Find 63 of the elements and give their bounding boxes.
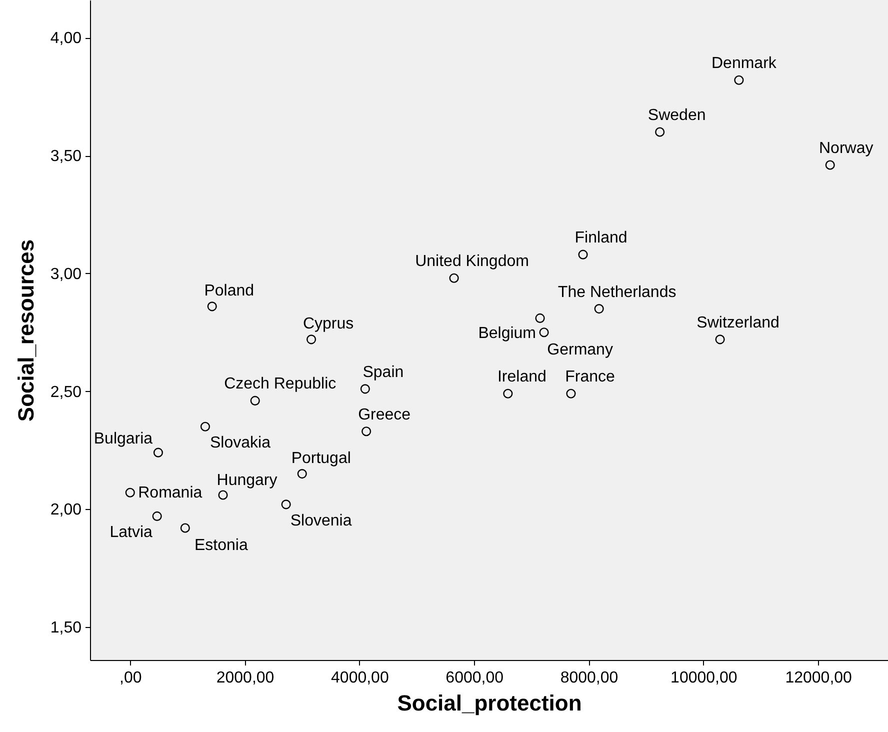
x-tick-label: 4000,00	[331, 670, 389, 686]
annotation: Czech Republic	[224, 376, 336, 393]
annotation: Denmark	[711, 55, 778, 72]
point	[362, 426, 372, 436]
point	[360, 384, 370, 394]
annotation: Germany	[547, 341, 613, 358]
x-axis-title: Social_protection	[397, 690, 582, 716]
point	[153, 448, 164, 458]
annotation: Belgium	[478, 325, 536, 342]
annotation: France	[565, 368, 615, 386]
annotation: Greece	[358, 406, 411, 424]
annotation: Hungary	[216, 472, 278, 489]
annotation: United Kingdom	[415, 253, 529, 270]
annotation: Portugal	[291, 450, 351, 467]
annotation: The Netherlands	[558, 284, 676, 301]
y-tick-label: 3,00	[50, 266, 82, 283]
point	[207, 302, 217, 312]
x-tick-label: 2000,00	[216, 670, 274, 686]
x-tick-label: 12000,00	[785, 670, 852, 686]
point	[503, 388, 513, 398]
point	[578, 250, 588, 260]
point	[297, 469, 307, 479]
annotation: Latvia	[110, 524, 153, 542]
x-tick-label: ,00	[120, 670, 142, 686]
annotation: Poland	[204, 282, 254, 300]
annotation: Finland	[574, 230, 628, 247]
annotation: Switzerland	[696, 314, 780, 332]
point	[734, 75, 744, 85]
point	[218, 490, 228, 500]
annotation: Slovenia	[290, 512, 352, 530]
annotation: Norway	[818, 140, 874, 157]
point	[825, 160, 835, 170]
y-tick-label: 2,00	[50, 502, 82, 519]
y-tick-label: 1,50	[50, 620, 82, 636]
point	[715, 334, 725, 344]
annotation: Estonia	[194, 537, 248, 554]
point	[125, 488, 135, 498]
annotation: Slovakia	[210, 434, 271, 452]
x-tick-label: 10000,00	[670, 670, 738, 686]
x-tick-label: 8000,00	[560, 670, 618, 686]
annotation: Sweden	[648, 107, 706, 124]
point	[250, 396, 260, 406]
annotation: Ireland	[497, 368, 546, 386]
point	[306, 334, 316, 344]
y-tick-label: 2,50	[50, 384, 82, 401]
point	[539, 328, 549, 338]
annotation: Spain	[362, 364, 404, 381]
x-tick-label: 6000,00	[446, 670, 504, 686]
annotation: Cyprus	[302, 315, 354, 332]
annotation: Bulgaria	[94, 430, 153, 448]
y-axis-title: Social_resources	[13, 239, 38, 422]
point	[281, 500, 291, 510]
annotation: Romania	[138, 484, 202, 502]
point	[566, 388, 576, 398]
point	[200, 422, 210, 432]
point	[449, 273, 459, 283]
y-tick-label: 3,50	[50, 148, 82, 166]
point	[655, 127, 665, 137]
point	[180, 523, 190, 533]
point	[535, 313, 545, 323]
y-tick-label: 4,00	[50, 30, 82, 48]
point	[152, 511, 162, 521]
point	[594, 304, 604, 314]
